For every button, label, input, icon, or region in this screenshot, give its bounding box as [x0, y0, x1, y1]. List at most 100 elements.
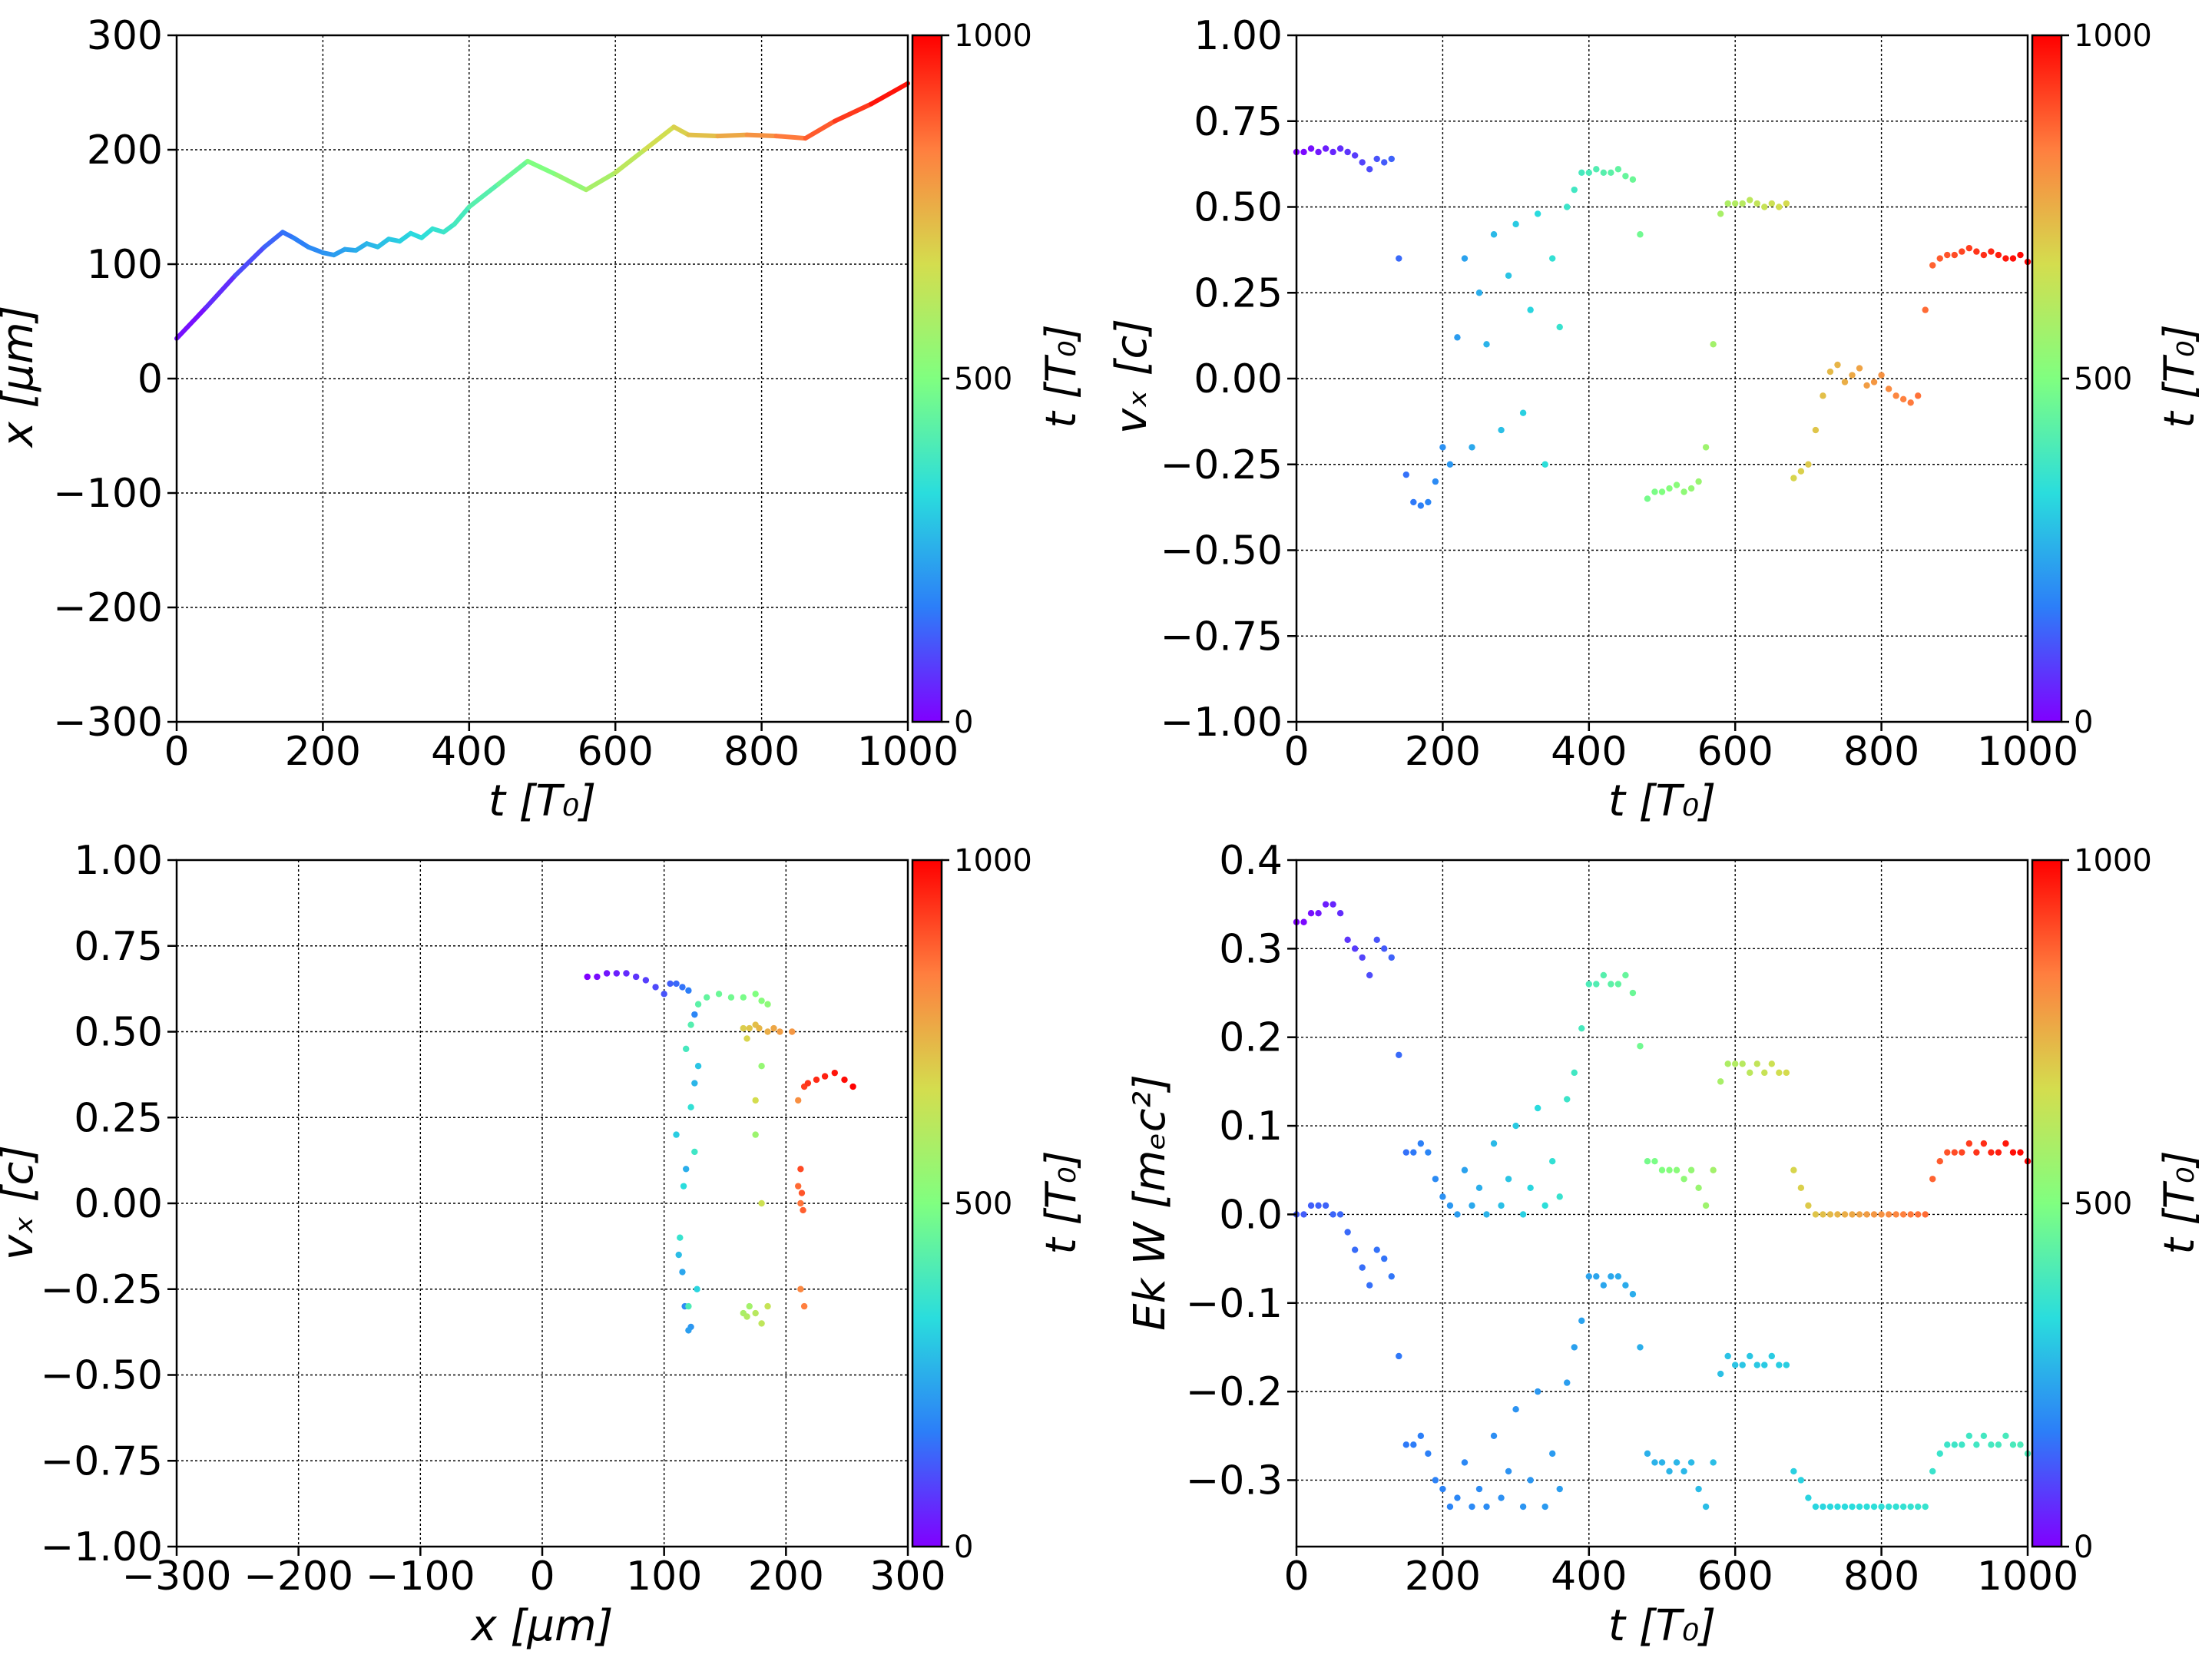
colorbar-tick-label: 500	[954, 1186, 1012, 1222]
x-tick-label: 800	[724, 729, 800, 775]
data-point	[1432, 1477, 1439, 1484]
data-point	[758, 1320, 765, 1327]
trajectory-segment	[715, 132, 750, 139]
data-point	[1512, 1122, 1519, 1130]
trajectory-segment	[452, 204, 472, 227]
ylabel-vx-vs-t: vₓ [c]	[1107, 319, 1157, 434]
data-point	[1461, 255, 1469, 262]
data-point	[685, 987, 692, 994]
data-point	[1651, 1158, 1658, 1165]
data-point	[1724, 200, 1731, 207]
data-point	[1629, 1291, 1637, 1298]
trajectory-segment	[686, 132, 720, 139]
data-point	[1373, 936, 1380, 944]
panel-ek-w-vs-t: 0 200 400 600 800 1000 −0.3 −0.2 −0.1 0.0 0.1 0.2 0.…	[1125, 838, 2204, 1651]
data-point	[1747, 1352, 1753, 1360]
data-point	[1593, 1272, 1600, 1280]
data-point	[1739, 1362, 1746, 1368]
data-point	[1959, 248, 1965, 255]
colorbar-tick-label: 0	[954, 1530, 973, 1565]
data-point	[849, 1083, 856, 1090]
data-point	[1753, 200, 1760, 207]
y-tick-label: −0.3	[1186, 1458, 1283, 1504]
data-point	[613, 970, 620, 977]
data-point	[1995, 1149, 2002, 1156]
data-point	[743, 1313, 750, 1320]
data-point	[679, 1269, 686, 1276]
y-tick-label: −0.25	[1161, 442, 1283, 488]
data-point	[740, 1024, 747, 1032]
y-tick-label: 0.1	[1219, 1104, 1283, 1150]
data-point	[1614, 981, 1622, 988]
data-point	[1490, 231, 1498, 238]
data-point	[1571, 1069, 1578, 1077]
data-point	[691, 1080, 698, 1087]
trajectory-segment	[642, 124, 677, 152]
data-point	[1475, 290, 1483, 296]
data-point	[1944, 1441, 1951, 1448]
data-point	[1724, 1352, 1731, 1360]
trajectory-segment	[525, 158, 560, 177]
x-tick-label: 100	[626, 1554, 702, 1600]
data-point	[1959, 1441, 1965, 1448]
data-point	[1768, 1352, 1775, 1360]
data-point	[1812, 1503, 1820, 1511]
data-point	[1980, 1140, 1988, 1147]
y-tick-label: 200	[87, 127, 163, 174]
data-point	[1307, 1202, 1315, 1209]
data-point	[1461, 1459, 1469, 1466]
data-point	[1980, 1432, 1988, 1440]
data-point	[1366, 971, 1373, 979]
data-point	[1432, 1176, 1439, 1183]
data-point	[1702, 1202, 1710, 1209]
data-point	[1359, 159, 1366, 166]
trajectory-segment	[204, 273, 238, 310]
data-point	[1776, 1069, 1783, 1077]
data-point	[1841, 1503, 1849, 1511]
data-point	[1899, 395, 1907, 403]
data-point	[1783, 1069, 1790, 1077]
data-point	[1534, 210, 1541, 217]
trajectory-segment	[773, 134, 808, 141]
data-point	[652, 984, 659, 991]
data-point	[743, 1035, 750, 1042]
data-point	[1336, 145, 1344, 152]
data-point	[1965, 244, 1973, 252]
axes-frame	[1295, 859, 2029, 1548]
data-point	[1637, 1043, 1644, 1050]
data-point	[1344, 1229, 1351, 1236]
colorbar-label-x-vs-t: t [T₀]	[1037, 324, 1085, 428]
x-tick-label: 200	[748, 1554, 824, 1600]
data-point	[1687, 485, 1695, 492]
data-point	[1461, 1166, 1469, 1173]
data-point	[795, 1097, 802, 1104]
data-point	[2017, 251, 2024, 259]
data-point	[1410, 1149, 1417, 1156]
data-point	[752, 1309, 759, 1317]
colorbar-tick-label: 1000	[954, 843, 1032, 879]
x-tick-label: 1000	[1977, 1554, 2078, 1600]
data-point	[727, 994, 735, 1001]
data-point	[1483, 1211, 1490, 1218]
data-point	[1936, 1450, 1943, 1458]
y-tick-label: −0.50	[1161, 528, 1283, 574]
data-point	[1959, 1149, 1965, 1156]
trajectory-segment	[803, 118, 837, 141]
data-point	[683, 1166, 690, 1173]
data-point	[1469, 444, 1475, 451]
data-point	[1739, 1061, 1746, 1067]
data-point	[1388, 954, 1395, 961]
data-point	[1564, 1096, 1571, 1103]
panel-x-vs-t: 0 200 400 600 800 1000 −300 −200 −100 0 100 200 300 0…	[0, 13, 1085, 826]
x-tick-label: 200	[285, 729, 361, 775]
data-point	[841, 1076, 848, 1084]
data-point	[1995, 1441, 2002, 1448]
data-point	[694, 1286, 700, 1292]
data-point	[1768, 1061, 1775, 1067]
data-point	[1410, 498, 1417, 506]
data-point	[1863, 382, 1870, 389]
data-point	[1761, 1069, 1768, 1077]
data-point	[1951, 251, 1958, 259]
data-point	[1381, 945, 1388, 952]
data-point	[1856, 365, 1863, 372]
